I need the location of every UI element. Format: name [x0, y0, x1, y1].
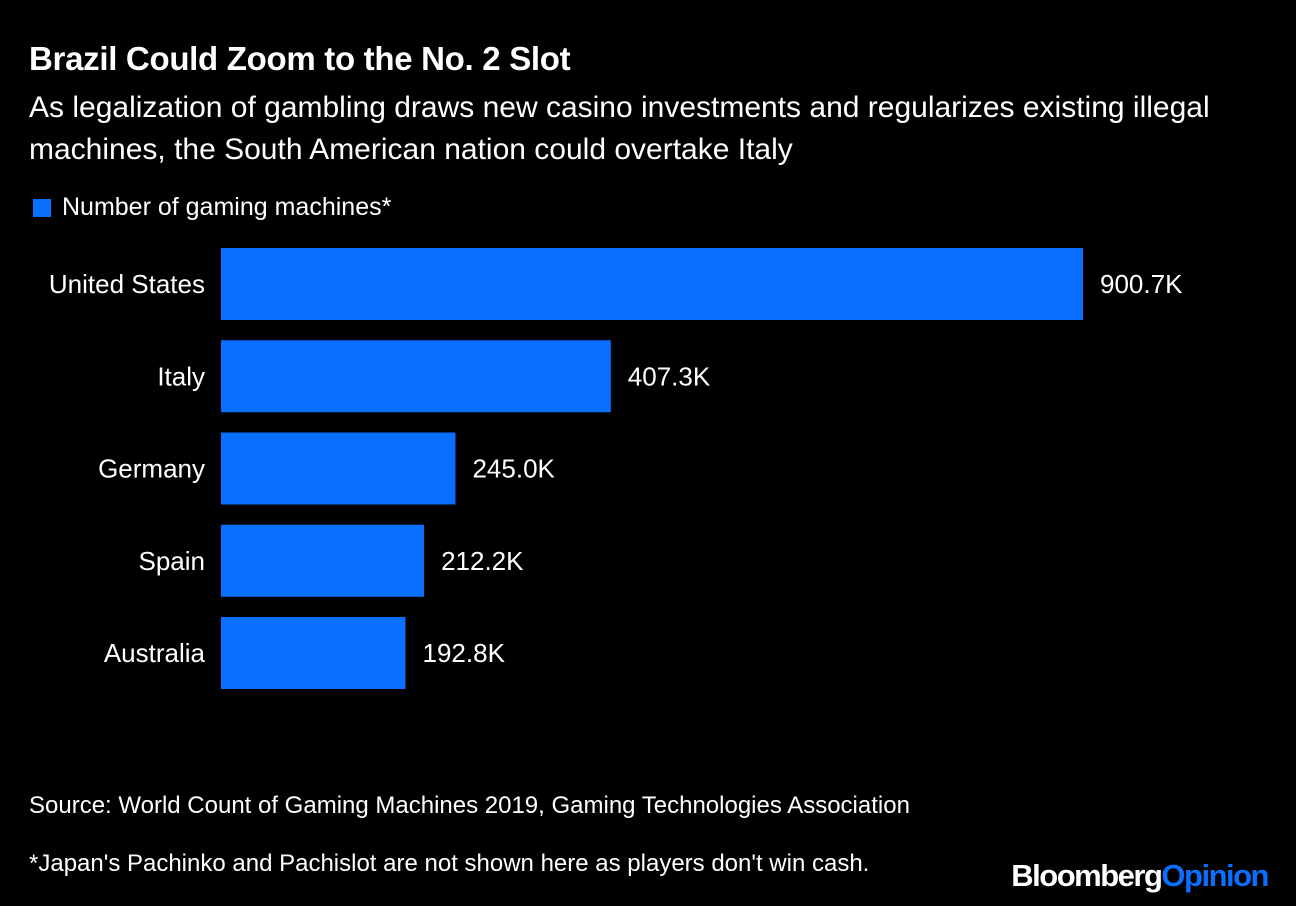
- bar-united-states: [221, 248, 1083, 320]
- bar-australia: [221, 617, 406, 689]
- logo-opinion: Opinion: [1161, 858, 1269, 893]
- value-label: 407.3K: [628, 361, 711, 391]
- chart-title: Brazil Could Zoom to the No. 2 Slot: [29, 40, 571, 77]
- value-label: 900.7K: [1100, 269, 1183, 299]
- legend: Number of gaming machines*: [33, 193, 391, 222]
- category-label: Germany: [98, 454, 205, 484]
- source-note: Source: World Count of Gaming Machines 2…: [29, 792, 910, 819]
- bar-germany: [221, 432, 456, 505]
- chart-subtitle: As legalization of gambling draws new ca…: [29, 91, 1210, 166]
- value-label: 245.0K: [472, 454, 555, 484]
- footnote: *Japan's Pachinko and Pachislot are not …: [29, 850, 870, 877]
- category-label: Australia: [104, 638, 206, 668]
- category-label: Italy: [157, 361, 205, 391]
- category-label: United States: [49, 269, 205, 299]
- bar-spain: [221, 524, 425, 597]
- logo-bloomberg: Bloomberg: [1011, 858, 1163, 893]
- legend-swatch: [33, 198, 51, 217]
- bar-italy: [221, 340, 611, 413]
- category-label: Spain: [139, 546, 206, 576]
- legend-label: Number of gaming machines*: [62, 193, 392, 221]
- bloomberg-opinion-logo: BloombergOpinion: [1011, 858, 1269, 894]
- value-label: 212.2K: [441, 546, 524, 576]
- value-label: 192.8K: [423, 638, 506, 668]
